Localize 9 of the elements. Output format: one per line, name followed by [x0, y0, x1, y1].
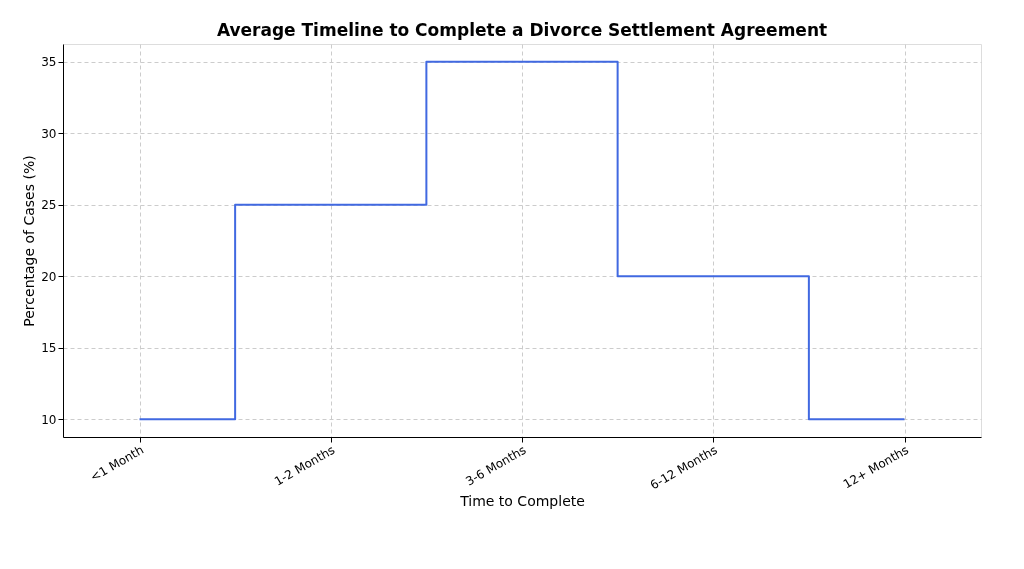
y-tick-label: 35 — [41, 55, 57, 70]
y-tick-label: 15 — [41, 341, 57, 356]
y-tick-label: 10 — [41, 412, 57, 427]
y-tick-label: 30 — [41, 126, 57, 141]
y-axis-title: Percentage of Cases (%) — [21, 155, 38, 327]
y-tick-label: 20 — [41, 269, 57, 284]
y-tick-label: 25 — [41, 198, 57, 213]
chart-title: Average Timeline to Complete a Divorce Settlement Agreement — [216, 20, 828, 40]
x-axis-title: Time to Complete — [459, 493, 585, 510]
